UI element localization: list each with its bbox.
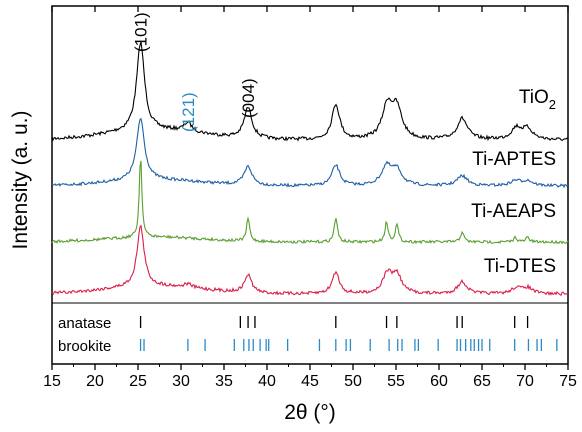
x-tick-label: 25 (129, 373, 147, 390)
x-axis-title: 2θ (°) (284, 401, 336, 424)
x-tick-label: 75 (559, 373, 577, 390)
series-label: TiO2 (519, 87, 556, 112)
x-tick-label: 45 (301, 373, 319, 390)
x-tick-label: 55 (387, 373, 405, 390)
series-line-ti-aeaps (51, 160, 569, 245)
x-axis: 15 20 25 30 35 40 45 50 55 60 65 70 75 (43, 6, 577, 390)
y-axis-title: Intensity (a. u.) (9, 111, 32, 250)
series-label: Ti-APTES (472, 149, 556, 170)
series-label-subscript: 2 (549, 97, 556, 112)
x-tick-label: 40 (258, 373, 276, 390)
x-tick-label: 15 (43, 373, 61, 390)
reference-label-brookite: brookite (58, 338, 111, 355)
x-tick-label: 60 (430, 373, 448, 390)
peak-annotations: (101) (121) (004) (132, 12, 259, 132)
x-tick-label: 20 (86, 373, 104, 390)
reference-patterns: anatase brookite (58, 315, 558, 355)
series-layer (51, 41, 569, 296)
series-label-base: TiO (519, 87, 549, 108)
x-tick-label: 35 (215, 373, 233, 390)
peak-annotation: (004) (239, 78, 258, 118)
x-tick-label: 30 (172, 373, 190, 390)
peak-annotation: (101) (132, 12, 151, 52)
reference-label-anatase: anatase (58, 315, 111, 332)
x-tick-label: 50 (344, 373, 362, 390)
series-line-ti-aptes (51, 117, 569, 189)
series-line-ti-dtes (51, 224, 569, 296)
series-line-tio2 (51, 41, 569, 142)
series-label: Ti-DTES (484, 256, 556, 277)
x-tick-label: 65 (473, 373, 491, 390)
series-label: Ti-AEAPS (471, 201, 556, 222)
x-tick-label: 70 (516, 373, 534, 390)
peak-annotation: (121) (179, 92, 198, 132)
series-labels: TiO2 Ti-APTES Ti-AEAPS Ti-DTES (471, 87, 556, 277)
